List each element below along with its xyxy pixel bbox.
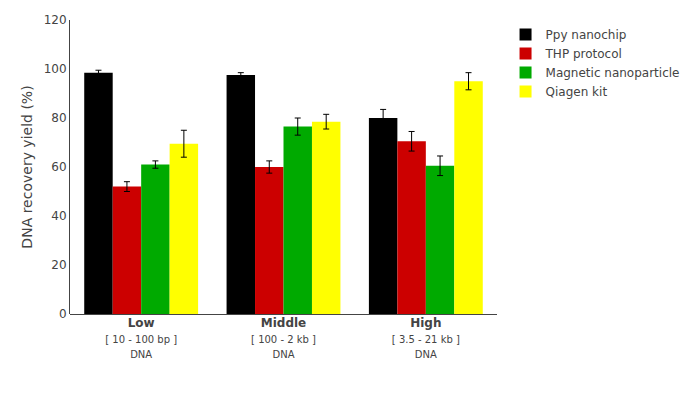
svg-text:Middle[ 100 - 2 kb ]DNA: Middle[ 100 - 2 kb ]DNA	[251, 316, 316, 360]
svg-text:DNA recovery yield (%): DNA recovery yield (%)	[19, 85, 35, 248]
svg-text:High[ 3.5 - 21 kb ]DNA: High[ 3.5 - 21 kb ]DNA	[392, 316, 460, 360]
svg-text:20: 20	[51, 258, 66, 272]
svg-text:THP protocol: THP protocol	[545, 47, 622, 61]
svg-text:Magnetic nanoparticle: Magnetic nanoparticle	[546, 66, 680, 80]
svg-text:0: 0	[59, 307, 67, 321]
svg-text:60: 60	[51, 160, 66, 174]
svg-text:80: 80	[51, 111, 66, 125]
svg-text:Low[ 10 - 100 bp ]DNA: Low[ 10 - 100 bp ]DNA	[105, 316, 177, 360]
svg-text:Ppy nanochip: Ppy nanochip	[546, 28, 627, 42]
svg-text:Qiagen kit: Qiagen kit	[546, 85, 608, 99]
svg-text:100: 100	[44, 62, 67, 76]
svg-text:120: 120	[44, 13, 67, 27]
svg-text:40: 40	[51, 209, 66, 223]
